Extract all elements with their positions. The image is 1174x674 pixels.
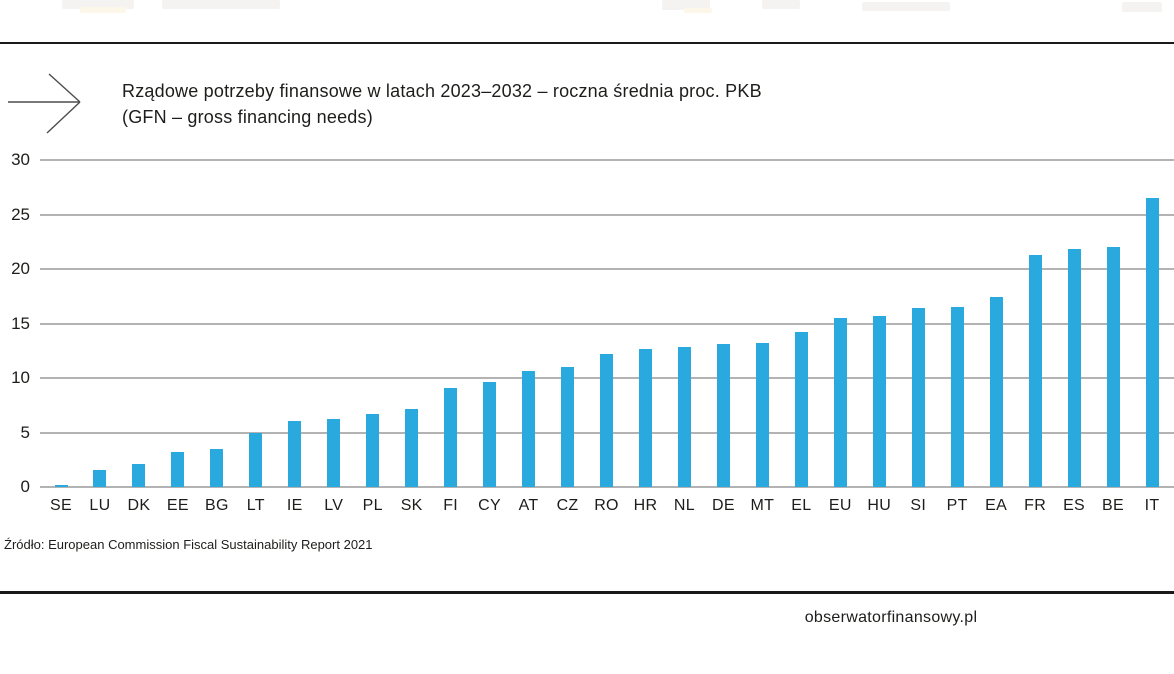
footer-domain: obserwatorfinansowy.pl <box>804 609 978 626</box>
x-tick-label: LT <box>246 497 265 514</box>
bar <box>1028 254 1042 487</box>
x-tick-label: FR <box>1024 497 1047 514</box>
x-tick-label: HR <box>633 497 658 514</box>
x-tick-label: IE <box>286 497 303 514</box>
cropped-header-artifact <box>762 0 800 9</box>
x-tick-label: FI <box>443 497 459 514</box>
bar <box>132 464 146 487</box>
cropped-header-artifact <box>862 2 950 11</box>
bar <box>210 448 224 487</box>
cropped-header-artifact <box>80 7 126 13</box>
x-tick-label: NL <box>673 497 695 514</box>
x-tick-label: CZ <box>556 497 579 514</box>
bar <box>522 371 536 487</box>
bar <box>716 344 730 487</box>
bar <box>1067 249 1081 487</box>
gridline <box>40 268 1174 270</box>
cropped-header-artifact <box>62 0 134 9</box>
x-tick-label: BG <box>204 497 229 514</box>
chart-title-line1: Rządowe potrzeby finansowe w latach 2023… <box>122 81 762 101</box>
bar <box>1106 247 1120 487</box>
bottom-divider <box>0 591 1174 594</box>
y-tick-label: 0 <box>20 477 30 496</box>
arrow-icon <box>0 60 120 140</box>
x-tick-label: RO <box>594 497 619 514</box>
bar <box>872 315 886 487</box>
x-tick-label: SK <box>400 497 423 514</box>
bar <box>483 382 497 487</box>
cropped-header-artifact <box>1122 2 1162 12</box>
x-tick-label: EL <box>791 497 812 514</box>
x-tick-label: EE <box>166 497 189 514</box>
gridline <box>40 322 1174 325</box>
bar <box>989 297 1003 487</box>
bar <box>288 420 302 487</box>
source-note: Źródło: European Commission Fiscal Susta… <box>4 537 373 552</box>
x-tick-label: AT <box>518 497 539 514</box>
bar <box>755 343 769 487</box>
bar <box>911 308 925 487</box>
bar <box>794 332 808 487</box>
bar <box>327 419 341 487</box>
bar <box>950 307 964 487</box>
x-tick-label: DE <box>711 497 735 514</box>
x-tick-label: LV <box>324 497 344 514</box>
bar <box>600 354 613 487</box>
x-tick-label: EU <box>828 497 852 514</box>
bar <box>561 367 575 487</box>
chart-title: Rządowe potrzeby finansowe w latach 2023… <box>122 78 942 130</box>
cropped-header-artifact <box>684 8 712 13</box>
y-tick-label: 20 <box>11 259 30 278</box>
x-tick-label: PT <box>946 497 968 514</box>
y-tick-label: 15 <box>11 313 30 333</box>
gridline <box>40 486 1174 488</box>
bar <box>677 347 691 487</box>
bar <box>833 318 847 487</box>
bar <box>1145 198 1159 487</box>
x-tick-label: EA <box>985 497 1008 514</box>
bar <box>171 452 185 487</box>
bar <box>249 432 263 487</box>
x-tick-label: ES <box>1063 497 1086 514</box>
y-tick-label: 10 <box>11 368 30 387</box>
x-tick-label: SE <box>50 497 72 514</box>
x-tick-label: DK <box>127 497 151 514</box>
bar <box>405 408 419 487</box>
bar <box>638 348 652 487</box>
x-tick-label: CY <box>478 497 501 514</box>
bar <box>444 387 458 487</box>
bar <box>93 469 107 487</box>
x-tick-label: SI <box>910 497 927 514</box>
y-tick-label: 5 <box>20 422 30 442</box>
x-tick-label: MT <box>750 497 775 514</box>
cropped-header-artifact <box>662 0 710 10</box>
bar <box>366 413 380 487</box>
x-tick-label: HU <box>867 497 892 514</box>
gridline <box>40 159 1174 161</box>
x-tick-label: BE <box>1102 497 1124 514</box>
x-tick-label: LU <box>89 497 111 514</box>
chart-title-line2: (GFN – gross financing needs) <box>122 107 373 127</box>
gridline <box>40 213 1174 216</box>
bar <box>54 484 68 487</box>
x-tick-label: PL <box>362 497 383 514</box>
cropped-header-artifact <box>162 0 280 9</box>
x-tick-label: IT <box>1144 497 1160 514</box>
y-tick-label: 30 <box>11 150 30 169</box>
top-divider <box>0 42 1174 44</box>
y-tick-label: 25 <box>11 204 30 224</box>
